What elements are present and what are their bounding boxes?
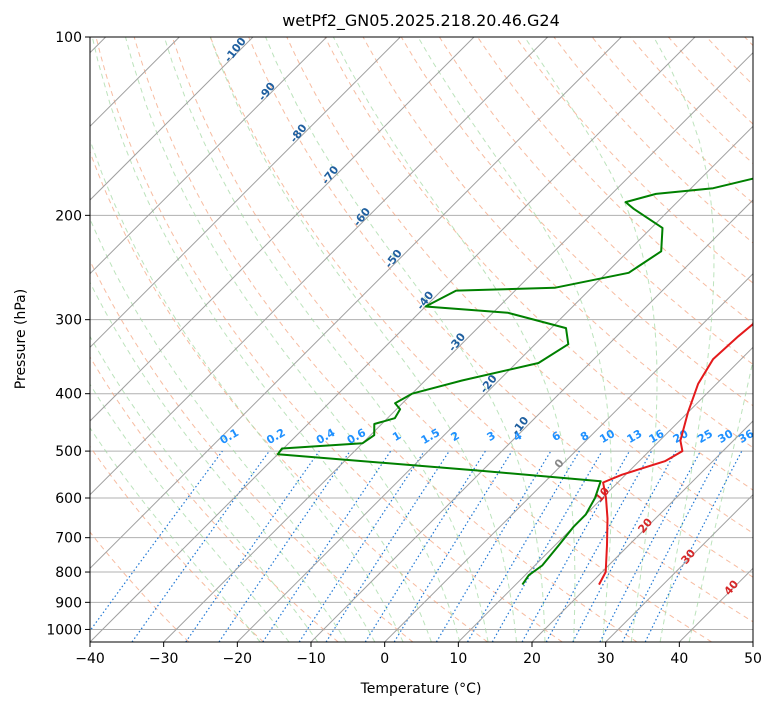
isotherm xyxy=(90,37,549,496)
x-tick-label: 10 xyxy=(449,651,467,667)
moist-adiabat xyxy=(332,37,576,642)
moist-adiabat xyxy=(90,335,319,642)
moist-adiabat xyxy=(90,217,376,642)
x-axis-title: Temperature (°C) xyxy=(360,681,482,697)
moist-adiabats xyxy=(90,37,753,642)
dry-adiabat xyxy=(400,37,753,407)
mixing-ratio-line xyxy=(185,450,320,642)
moist-adiabat xyxy=(209,37,517,642)
dewpoint-profile xyxy=(276,177,753,586)
x-tick-label: −30 xyxy=(149,651,179,667)
dry-adiabat xyxy=(90,531,190,642)
y-tick-label: 100 xyxy=(55,30,82,46)
mixing-ratio-line xyxy=(393,450,513,642)
dry-adiabat xyxy=(286,37,753,534)
isotherm xyxy=(90,37,254,201)
isotherm xyxy=(384,272,753,642)
dry-adiabats xyxy=(90,37,753,642)
y-tick-label: 900 xyxy=(55,595,82,611)
x-axis: −40 −30 −20 −10 0 10 20 30 40 50 xyxy=(75,642,762,667)
mixing-ratio-line xyxy=(131,450,270,642)
isotherm xyxy=(90,37,328,275)
mixing-ratio-line xyxy=(364,450,486,642)
isotherm xyxy=(310,199,753,642)
mixing-ratio-label: 36 xyxy=(736,427,756,446)
dry-adiabat xyxy=(210,37,753,623)
moist-adiabat xyxy=(653,37,715,642)
dry-adiabat xyxy=(95,37,563,642)
mixing-ratio-line xyxy=(218,450,351,642)
plot-area: 0.1 0.2 0.4 0.6 1 1.5 2 3 4 6 8 10 13 16 20 25 30 36-100-… xyxy=(90,37,756,642)
dry-adiabat xyxy=(438,37,753,365)
x-tick-label: 30 xyxy=(597,651,615,667)
isotherms xyxy=(90,37,753,642)
isotherm xyxy=(163,51,753,642)
mixing-ratio-line xyxy=(90,450,223,632)
mixing-ratio-lines xyxy=(90,450,743,642)
moist-adiabat xyxy=(90,138,404,642)
y-axis: 100 200 300 400 500 600 700 800 900 1000 xyxy=(46,30,90,638)
mixing-ratio-line xyxy=(325,450,450,642)
isotherm xyxy=(90,37,475,422)
isotherm xyxy=(236,125,753,642)
y-tick-label: 200 xyxy=(55,208,82,224)
isotherm xyxy=(90,37,622,570)
x-tick-label: 40 xyxy=(670,651,688,667)
dry-adiabat xyxy=(324,37,753,491)
sounding-profiles xyxy=(276,177,753,586)
moist-adiabat xyxy=(90,281,347,642)
isotherm xyxy=(531,420,753,642)
x-tick-label: 0 xyxy=(380,651,389,667)
x-tick-label: 50 xyxy=(744,651,762,667)
y-tick-label: 1000 xyxy=(46,622,82,638)
mixing-ratio-line xyxy=(435,450,552,642)
y-tick-label: 300 xyxy=(55,313,82,329)
temperature-profile xyxy=(598,322,753,586)
y-tick-label: 600 xyxy=(55,491,82,507)
moist-adiabat xyxy=(90,383,290,642)
moist-adiabat xyxy=(91,37,432,642)
dry-adiabat xyxy=(90,356,339,642)
x-tick-label: −10 xyxy=(296,651,326,667)
y-tick-label: 500 xyxy=(55,444,82,460)
dry-adiabat xyxy=(90,259,414,642)
x-tick-label: −40 xyxy=(75,651,105,667)
y-tick-label: 800 xyxy=(55,565,82,581)
y-axis-title: Pressure (hPa) xyxy=(13,289,29,389)
isotherm xyxy=(457,346,753,642)
dry-adiabat xyxy=(133,37,638,642)
plot-frame xyxy=(89,36,754,643)
isotherm xyxy=(90,37,401,349)
mixing-ratio-line xyxy=(466,450,580,642)
dry-adiabat xyxy=(248,37,753,578)
x-tick-label: −20 xyxy=(223,651,253,667)
y-tick-label: 400 xyxy=(55,387,82,403)
moist-adiabat xyxy=(125,37,461,642)
isotherm xyxy=(605,493,753,642)
chart-title: wetPf2_GN05.2025.218.20.46.G24 xyxy=(282,11,560,31)
x-tick-label: 20 xyxy=(523,651,541,667)
mixing-ratio-line xyxy=(491,450,603,642)
isotherm xyxy=(90,37,696,642)
moist-adiabat xyxy=(90,427,261,642)
mixing-ratio-line xyxy=(521,450,631,642)
moist-adiabat xyxy=(417,37,612,642)
pressure-gridlines xyxy=(90,37,753,630)
mixing-ratio-line xyxy=(572,450,677,642)
moist-adiabat xyxy=(524,37,658,642)
y-tick-label: 700 xyxy=(55,531,82,547)
